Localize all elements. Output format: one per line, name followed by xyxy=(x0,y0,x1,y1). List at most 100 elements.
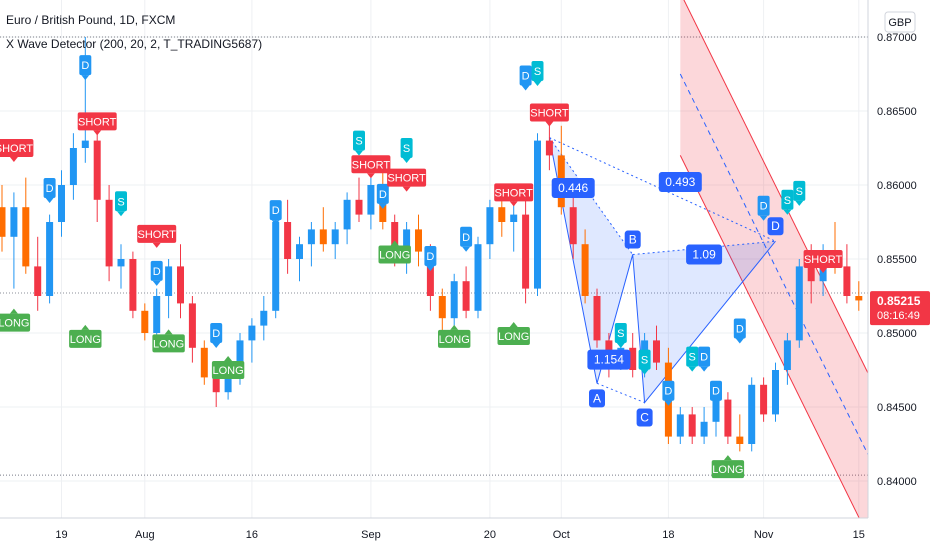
candle-body xyxy=(284,222,292,259)
candle-body xyxy=(534,140,541,289)
signal-text: D xyxy=(212,328,220,340)
signal-text: SHORT xyxy=(352,159,391,171)
signal-text: LONG xyxy=(439,334,470,346)
signal-pointer xyxy=(9,308,18,314)
candle-body xyxy=(783,340,791,370)
signal-badge xyxy=(0,313,31,332)
signal-d: D xyxy=(376,183,389,209)
signal-pointer xyxy=(45,197,54,203)
time-tick-label: Aug xyxy=(135,529,155,541)
signal-d: D xyxy=(269,200,282,226)
signal-badge xyxy=(400,138,413,158)
signal-pointer xyxy=(664,400,673,406)
signal-badge xyxy=(424,246,437,267)
signal-badge xyxy=(460,226,473,247)
signal-badge xyxy=(710,380,722,401)
signal-pointer xyxy=(819,268,828,273)
candle-body xyxy=(272,222,280,311)
pattern-ratio-label: 1.09 xyxy=(686,244,723,265)
time-tick-label: 18 xyxy=(662,529,674,541)
candle-body xyxy=(522,214,530,289)
signal-text: LONG xyxy=(213,365,244,377)
pattern-ratio-label: 1.154 xyxy=(587,349,631,370)
signal-pointer xyxy=(616,343,625,348)
time-tick-label: 19 xyxy=(55,529,67,541)
signal-text: D xyxy=(736,324,744,336)
signal-pointer xyxy=(759,215,768,221)
candle-body xyxy=(795,266,803,341)
price-axis: 0.87000 0.86500 0.86000 0.85500 0.85000 0.845… xyxy=(867,0,932,550)
candle-body xyxy=(772,370,779,415)
signal-badge xyxy=(757,195,770,216)
signal-pointer xyxy=(450,324,459,330)
signal-badge xyxy=(698,346,711,367)
signal-badge xyxy=(686,346,699,367)
signal-s: S xyxy=(353,130,365,156)
signal-short: SHORT xyxy=(387,168,427,192)
signal-pointer xyxy=(152,280,161,286)
candle-body xyxy=(367,185,375,215)
candle-body xyxy=(0,207,6,237)
signal-text: LONG xyxy=(379,250,410,262)
signal-badge xyxy=(269,200,282,221)
indicator-legend: X Wave Detector (200, 20, 2, T_TRADING56… xyxy=(6,37,263,51)
signal-badge xyxy=(376,183,389,204)
signal-d: D xyxy=(43,177,56,203)
candle-body xyxy=(331,229,339,245)
signal-pointer xyxy=(81,75,90,81)
signal-text: D xyxy=(272,205,280,217)
candle-body xyxy=(415,229,422,252)
signal-pointer xyxy=(640,369,649,375)
signal-text: S xyxy=(784,195,791,207)
time-tick-label: 20 xyxy=(484,529,496,541)
regression-channel xyxy=(679,0,869,537)
signal-pointer xyxy=(81,324,90,330)
pattern-point-text: B xyxy=(629,233,637,247)
signal-pointer xyxy=(545,121,554,127)
signal-text: S xyxy=(641,355,648,367)
signal-d: D xyxy=(698,346,711,372)
signal-pointer xyxy=(712,400,720,406)
signal-long: LONG xyxy=(69,324,102,348)
candle-body xyxy=(81,140,89,148)
signal-pointer xyxy=(164,329,173,335)
signal-text: S xyxy=(617,328,624,340)
signal-short: SHORT xyxy=(494,183,534,207)
pattern-ratio-text: 1.154 xyxy=(594,353,624,367)
candle-body xyxy=(545,140,553,156)
time-tick-label: Sep xyxy=(361,529,381,541)
signal-text: SHORT xyxy=(530,107,569,119)
signal-d: D xyxy=(460,226,473,252)
time-tick-label: Oct xyxy=(553,529,570,541)
signal-text: S xyxy=(117,196,124,208)
time-tick-label: 16 xyxy=(246,529,258,541)
signal-text: SHORT xyxy=(78,116,117,128)
candle-body xyxy=(319,229,327,245)
signal-text: D xyxy=(379,189,387,201)
signal-pointer xyxy=(462,246,471,252)
currency-badge-text: GBP xyxy=(888,17,911,29)
candle-body xyxy=(212,377,220,393)
signal-short: SHORT xyxy=(77,112,117,136)
signal-pointer xyxy=(402,158,411,163)
signal-long: LONG xyxy=(0,308,31,332)
price-tick-label: 0.86500 xyxy=(877,106,917,118)
signal-text: S xyxy=(403,143,410,155)
signal-d: D xyxy=(79,55,92,81)
signal-short: SHORT xyxy=(137,224,177,248)
candle-body xyxy=(510,214,518,222)
signal-badge xyxy=(438,329,471,348)
pattern-ratio-text: 0.446 xyxy=(558,181,588,195)
signal-pointer xyxy=(366,173,375,179)
signal-s: S xyxy=(686,346,699,372)
signal-badge xyxy=(210,323,223,343)
signal-badge xyxy=(77,112,117,131)
signal-text: D xyxy=(81,60,89,72)
time-axis: 19 Aug 16 Sep 20 Oct 18 Nov 15 xyxy=(0,517,932,550)
signal-long: LONG xyxy=(438,324,471,348)
candle-body xyxy=(343,199,351,230)
signal-text: SHORT xyxy=(495,187,534,199)
signal-pointer xyxy=(735,338,744,344)
candle-body xyxy=(46,222,54,296)
